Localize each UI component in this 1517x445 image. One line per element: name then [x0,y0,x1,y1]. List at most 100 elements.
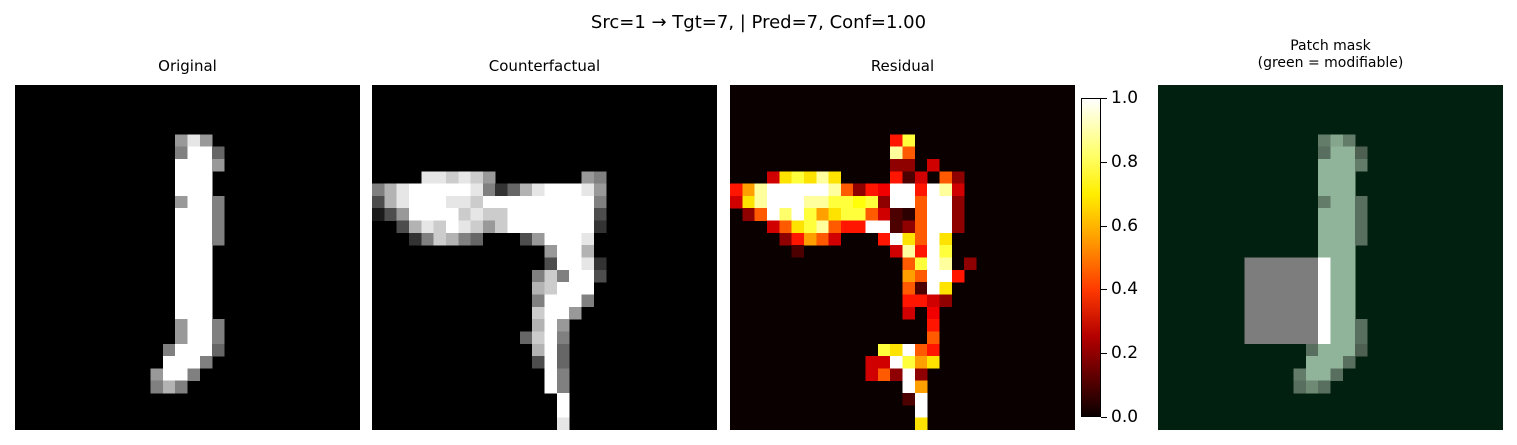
pixel [212,232,225,246]
pixel [175,331,188,344]
pixel [199,195,213,209]
residual-pixel [816,171,829,184]
residual-pixel [927,319,940,332]
colorbar-tick [1101,225,1107,227]
residual-pixel [927,220,940,234]
residual-pixel [890,208,903,221]
pixel [581,232,595,246]
residual-pixel [890,171,903,184]
masked-digit-pixel [1318,183,1331,197]
masked-digit-pixel [1318,171,1331,184]
residual-pixel [779,232,792,246]
pixel [187,146,201,160]
pixel [470,208,484,221]
pixel [433,220,447,234]
residual-pixel [890,146,903,160]
masked-digit-pixel [1330,306,1344,320]
panel-title-counterfactual: Counterfactual [488,57,601,75]
pixel [199,306,213,320]
pixel [187,171,201,184]
masked-digit-pixel [1342,319,1356,332]
pixel [544,220,558,234]
residual-pixel [853,208,866,221]
residual-pixel [902,269,916,283]
pixel [532,269,545,283]
masked-digit-pixel [1305,368,1319,381]
masked-digit-pixel [1342,257,1356,271]
pixel [396,208,410,221]
masked-digit-pixel [1342,134,1356,147]
pixel [199,343,213,357]
pixel [175,343,188,357]
pixel [482,195,496,209]
residual-pixel [902,171,916,184]
residual-pixel [914,368,928,381]
pixel [544,343,558,357]
residual-pixel [902,282,916,295]
residual-pixel [742,195,755,209]
panel-title-residual: Residual [870,57,935,75]
pixel [175,146,188,160]
residual-pixel [927,183,940,197]
pixel [581,282,595,295]
pixel [556,356,570,369]
residual-pixel [865,220,879,234]
digit-on-patch [1318,282,1331,295]
residual-pixel [890,368,903,381]
pixel [470,232,484,246]
masked-digit-pixel [1342,294,1356,308]
residual-pixel [902,356,916,369]
pixel [581,208,595,221]
colorbar-tick-label: 0.6 [1111,215,1139,236]
pixel [199,245,213,258]
patch-mask-image [1158,85,1503,430]
residual-pixel [902,134,916,147]
residual-pixel [914,417,928,430]
residual-pixel [803,195,817,209]
residual-pixel [803,232,817,246]
residual-pixel [791,208,805,221]
masked-digit-pixel [1318,245,1331,258]
digit-on-patch [1318,319,1331,332]
pixel [175,380,188,394]
residual-pixel [902,380,916,394]
residual-pixel [742,208,755,221]
pixel [433,232,447,246]
pixel [175,208,188,221]
colorbar-tick-label: 0.0 [1111,407,1139,427]
masked-digit-pixel [1330,146,1344,160]
residual-pixel [840,220,854,234]
pixel [408,208,422,221]
residual-pixel [927,195,940,209]
residual-pixel [816,183,829,197]
residual-pixel [890,158,903,172]
residual-pixel [754,195,768,209]
panel-title-patch-mask: Patch mask (green = modifiable) [1158,38,1503,72]
pixel [544,208,558,221]
pixel [187,158,201,172]
pixel [556,343,570,357]
residual-pixel [877,368,891,381]
pixel [199,356,213,369]
pixel [470,183,484,197]
pixel [396,183,410,197]
residual-pixel [890,245,903,258]
pixel [544,269,558,283]
pixel [569,294,582,308]
masked-digit-pixel [1342,269,1356,283]
pixel [175,220,188,234]
modifiable-patch [1244,257,1321,344]
residual-pixel [927,232,940,246]
masked-digit-pixel [1330,232,1344,246]
residual-pixel [816,232,829,246]
colorbar-tick [1101,417,1107,418]
masked-digit-pixel [1330,208,1344,221]
masked-digit-pixel [1318,195,1331,209]
masked-digit-pixel [1330,257,1344,271]
residual-pixel [939,220,953,234]
residual-pixel [914,208,928,221]
pixel [556,257,570,271]
pixel [569,220,582,234]
pixel [408,183,422,197]
pixel [556,368,570,381]
